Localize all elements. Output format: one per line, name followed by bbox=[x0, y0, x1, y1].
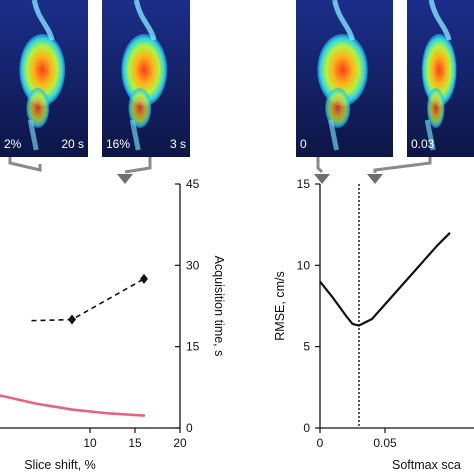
left-y2-axis-label: Acquisition time, s bbox=[212, 256, 226, 357]
left-x-ticks: 10 15 20 bbox=[83, 428, 187, 450]
x-tick-label: 20 bbox=[173, 436, 187, 450]
thumbnail-right-label: 20 s bbox=[61, 137, 84, 151]
error-series bbox=[0, 394, 146, 417]
left-y2-ticks: 0 15 30 45 bbox=[175, 177, 200, 435]
vessel-stroke bbox=[332, 0, 355, 41]
flow-map-blob bbox=[19, 34, 66, 106]
y-tick-label: 5 bbox=[303, 340, 310, 354]
x-tick-label: 0.05 bbox=[373, 436, 397, 450]
diamond-marker bbox=[68, 314, 76, 325]
thumbnail-left-label: 0.03 bbox=[411, 137, 435, 151]
vessel-stroke bbox=[133, 0, 157, 41]
left-series bbox=[0, 273, 148, 417]
connector-right-2 bbox=[373, 157, 432, 173]
flow-map-blob bbox=[121, 34, 168, 106]
x-tick-label: 10 bbox=[83, 436, 97, 450]
thumbnail-4: 0.03 bbox=[407, 0, 474, 157]
thumbnail-1: 2% 20 s bbox=[0, 0, 88, 157]
y2-tick-label: 0 bbox=[186, 421, 193, 435]
vessel-stroke bbox=[31, 0, 55, 41]
left-plot-axes bbox=[0, 184, 181, 429]
flow-map-blob bbox=[421, 34, 457, 106]
y-tick-label: 10 bbox=[297, 258, 311, 272]
left-x-axis-label: Slice shift, % bbox=[24, 458, 96, 472]
connector-left-2 bbox=[124, 157, 152, 174]
thumbnail-2: 16% 3 s bbox=[102, 0, 190, 157]
right-x-ticks: 0 0.05 bbox=[317, 428, 397, 450]
y-tick-label: 0 bbox=[303, 421, 310, 435]
thumbnail-right-label: 3 s bbox=[170, 137, 186, 151]
y2-tick-label: 45 bbox=[186, 177, 200, 191]
x-tick-label: 15 bbox=[128, 436, 142, 450]
thumbnail-left-label: 0 bbox=[300, 137, 307, 151]
right-x-axis-label: Softmax sca bbox=[392, 458, 461, 472]
left-panel: 2% 20 s 16% 3 s 10 15 20 0 15 30 45 Slice shift,… bbox=[0, 0, 226, 472]
right-y-axis-label: RMSE, cm/s bbox=[273, 271, 287, 340]
y2-tick-label: 15 bbox=[186, 340, 200, 354]
rmse-series bbox=[319, 232, 451, 327]
y-tick-label: 15 bbox=[297, 177, 311, 191]
flow-map-blob bbox=[317, 34, 368, 106]
right-plot-axes bbox=[319, 184, 474, 429]
x-tick-label: 0 bbox=[317, 436, 324, 450]
y2-tick-label: 30 bbox=[186, 258, 200, 272]
thumbnail-left-label: 16% bbox=[106, 137, 130, 151]
flow-map-blob bbox=[325, 88, 351, 128]
right-thumbnails: 0 0.03 bbox=[296, 0, 474, 157]
flow-map-blob bbox=[427, 88, 445, 128]
vessel-stroke bbox=[428, 0, 452, 41]
acquisition-time-series bbox=[31, 278, 145, 322]
right-series bbox=[319, 184, 451, 428]
flow-map-blob bbox=[128, 88, 152, 128]
thumbnail-left-label: 2% bbox=[4, 137, 22, 151]
arrow-right-2 bbox=[367, 174, 383, 184]
thumbnail-3: 0 bbox=[296, 0, 393, 157]
arrow-left-2 bbox=[117, 174, 133, 184]
vessel-stroke bbox=[328, 119, 340, 151]
left-thumbnails: 2% 20 s 16% 3 s bbox=[0, 0, 190, 157]
connector-right-1 bbox=[316, 157, 324, 174]
connector-left-1 bbox=[8, 157, 42, 172]
arrow-right-1 bbox=[314, 174, 330, 184]
vessel-stroke bbox=[424, 119, 436, 151]
vessel-stroke bbox=[129, 119, 141, 151]
vessel-stroke bbox=[27, 119, 39, 151]
flow-map-blob bbox=[26, 88, 50, 128]
diamond-marker bbox=[140, 273, 148, 284]
right-y-ticks: 0 5 10 15 bbox=[297, 177, 320, 435]
